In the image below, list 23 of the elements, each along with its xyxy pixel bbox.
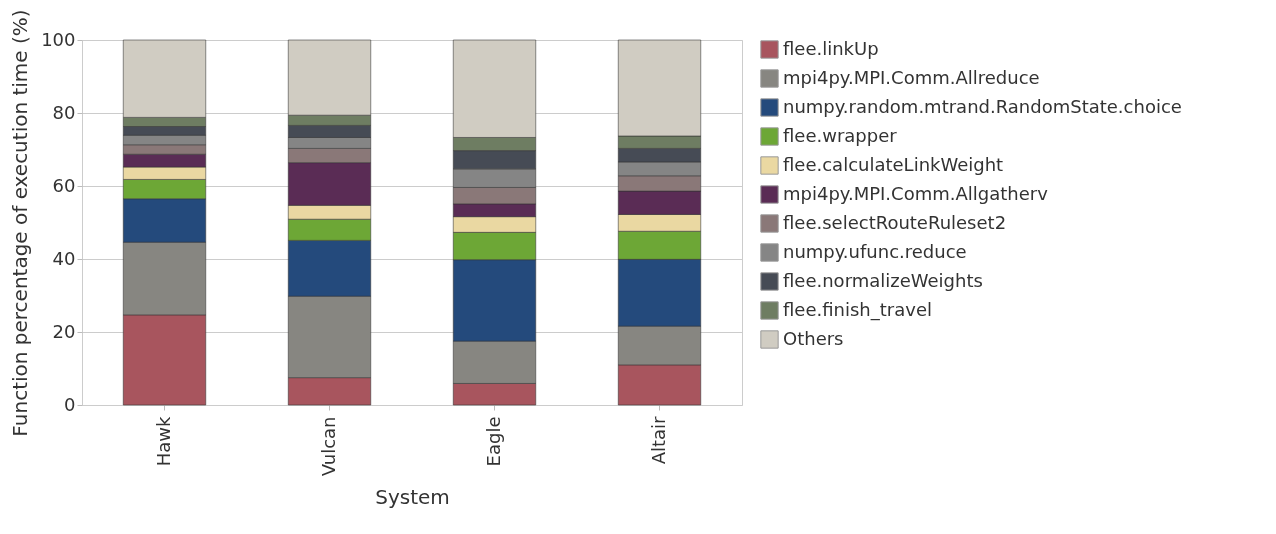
legend-label: mpi4py.MPI.Comm.Allgatherv xyxy=(783,182,1049,204)
x-tick-label: Eagle xyxy=(482,416,504,467)
legend-label: flee.normalizeWeights xyxy=(783,269,983,291)
legend-label: flee.wrapper xyxy=(783,124,898,146)
legend-label: flee.selectRouteRuleset2 xyxy=(783,211,1007,233)
legend-label: mpi4py.MPI.Comm.Allreduce xyxy=(783,66,1040,88)
legend-label: flee.calculateLinkWeight xyxy=(783,153,1004,175)
y-tick-label: 60 xyxy=(52,174,76,196)
x-tick-label: Hawk xyxy=(152,415,174,467)
legend-label: numpy.random.mtrand.RandomState.choice xyxy=(783,95,1182,117)
y-tick-label: 100 xyxy=(41,28,76,50)
x-tick-label: Vulcan xyxy=(317,416,339,477)
legend-label: flee.linkUp xyxy=(783,37,879,59)
x-axis-title: System xyxy=(375,485,450,510)
legend-label: flee.finish_travel xyxy=(783,298,932,321)
legend-label: Others xyxy=(783,327,844,349)
x-tick-label: Altair xyxy=(647,415,669,465)
y-tick-label: 40 xyxy=(52,247,76,269)
y-tick-label: 20 xyxy=(52,320,76,342)
legend-label: numpy.ufunc.reduce xyxy=(783,240,967,262)
y-tick-label: 0 xyxy=(64,393,76,415)
y-tick-label: 80 xyxy=(52,101,76,123)
y-axis-title: Function percentage of execution time (%) xyxy=(8,9,33,437)
